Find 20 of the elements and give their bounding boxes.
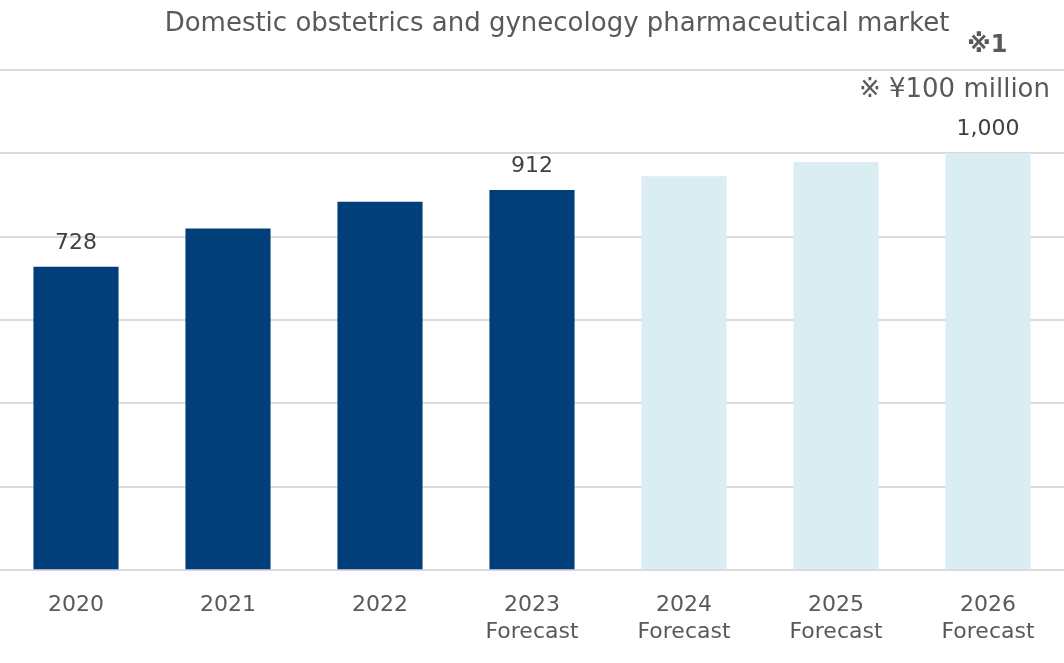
annotation: ※ ¥100 million	[858, 73, 1050, 103]
text: ※1	[967, 30, 1008, 58]
x-tick-label: 2020	[48, 591, 104, 617]
x-tick-label: 2022	[352, 591, 408, 617]
data-label: 728	[55, 228, 97, 254]
data-label: 912	[511, 152, 553, 178]
data-label: 1,000	[956, 115, 1020, 141]
x-tick-label: 2025 Forecast	[789, 591, 883, 643]
bar	[489, 190, 575, 570]
chart-title: Domestic obstetrics and gynecology pharmaceutical market	[164, 7, 950, 37]
bar	[945, 153, 1031, 570]
x-tick-label: 2026 Forecast	[941, 591, 1035, 643]
bar	[185, 228, 271, 570]
bar	[793, 162, 879, 570]
x-tick-label: 2024 Forecast	[637, 591, 731, 643]
bar	[33, 266, 119, 570]
bar	[641, 176, 727, 570]
bar	[337, 201, 423, 570]
x-tick-label: 2021	[200, 591, 256, 617]
x-tick-label: 2023 Forecast	[485, 591, 579, 643]
